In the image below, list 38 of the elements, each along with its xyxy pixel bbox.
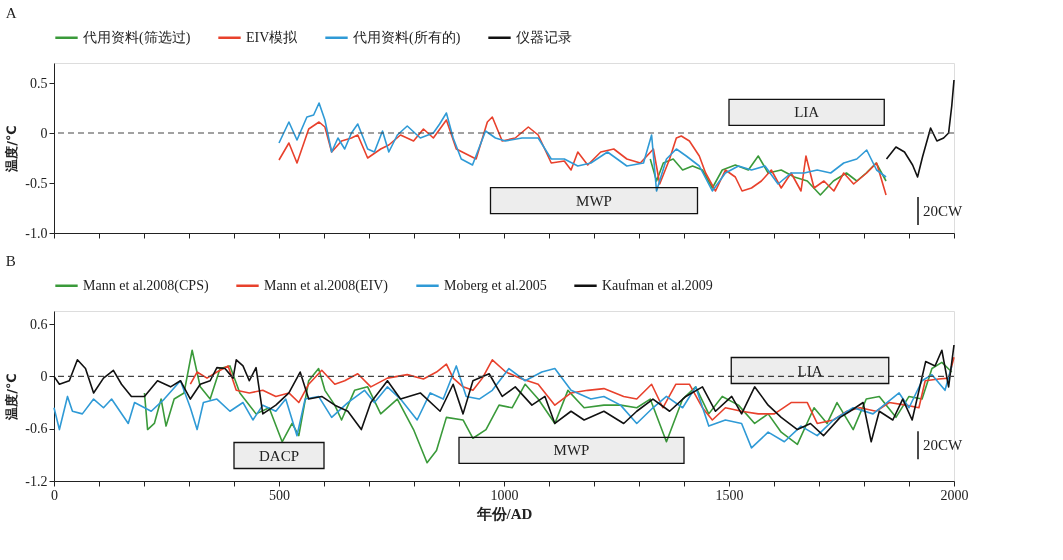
y-tick-label: -1.0	[25, 225, 48, 241]
legend-label: Mann et al.2008(CPS)	[83, 277, 209, 294]
x-axis-title: 年份/AD	[475, 505, 533, 522]
y-tick-label: -0.5	[25, 175, 48, 191]
chart-title: A	[5, 5, 17, 21]
legend-label: 代用资料(所有的)	[352, 29, 461, 46]
legend-label: 仪器记录	[516, 29, 572, 45]
x-tick-label: 500	[269, 487, 290, 503]
legend-label: EIV模拟	[246, 29, 299, 45]
y-tick-label: -1.2	[25, 473, 48, 489]
legend-label: 代用资料(筛选过)	[82, 29, 191, 46]
line-series	[885, 79, 955, 178]
chart-title: B	[5, 253, 16, 269]
y-axis-title: 温度/℃	[4, 373, 20, 421]
y-axis-title: 温度/℃	[4, 125, 20, 173]
y-tick-label: -0.6	[25, 421, 48, 437]
x-tick-label: 2000	[940, 487, 969, 503]
line-series	[278, 116, 887, 196]
band-label: DACP	[258, 447, 300, 464]
ref-line-label: 20CW	[923, 437, 963, 454]
line-series	[189, 356, 955, 425]
x-tick-label: 0	[51, 487, 58, 503]
x-tick-label: 1000	[490, 487, 519, 503]
band-label: LIA	[794, 104, 820, 121]
y-tick-label: 0.6	[30, 316, 48, 332]
legend-label: Moberg et al.2005	[444, 277, 547, 293]
band-label: MWP	[576, 192, 612, 209]
y-tick-label: 0.5	[30, 75, 48, 91]
legend-label: Mann et al.2008(EIV)	[264, 277, 389, 294]
line-series	[278, 102, 887, 192]
line-series	[649, 155, 887, 196]
x-tick-label: 1500	[715, 487, 744, 503]
y-tick-label: 0	[40, 125, 48, 141]
legend-label: Kaufman et al.2009	[602, 277, 713, 293]
y-tick-label: 0	[40, 368, 48, 384]
band-label: MWP	[553, 442, 590, 459]
band-label: LIA	[797, 362, 823, 379]
ref-line-label: 20CW	[923, 202, 963, 219]
